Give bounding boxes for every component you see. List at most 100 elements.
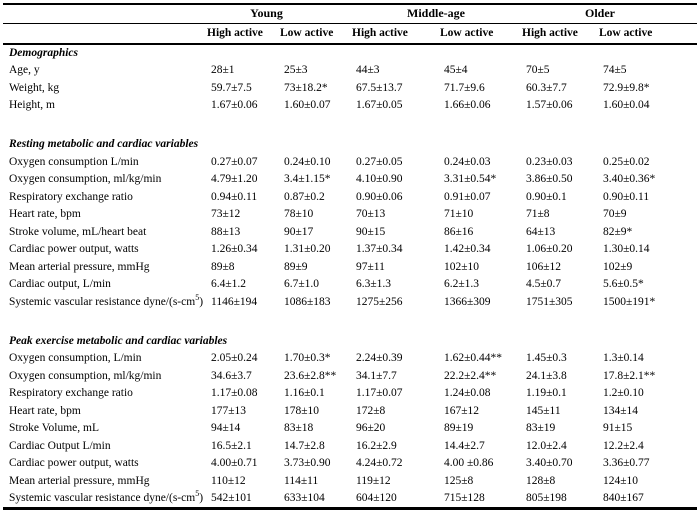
value-cell: 1.70±0.3* — [284, 352, 331, 365]
table-row: Heart rate, bpm 73±12 78±10 70±13 71±10 71±8 7… — [3, 206, 697, 224]
table-row: Heart rate, bpm 177±13 178±10 172±8 167±12 14… — [3, 403, 697, 421]
value-cell: 6.2±1.3 — [444, 278, 480, 291]
table-row: Respiratory exchange ratio 1.17±0.08 1.16±… — [3, 385, 697, 403]
table-body: Demographics Age, y 28±1 25±3 44±3 45±4 70±5 74… — [3, 44, 697, 509]
table-row: Age, y 28±1 25±3 44±3 45±4 70±5 74±5 — [3, 62, 697, 80]
value-cell: 1500±191* — [603, 295, 656, 308]
value-cell: 145±11 — [526, 404, 561, 417]
subheader-middle-age-high-active: High active — [352, 27, 408, 40]
value-cell: 125±8 — [444, 474, 474, 487]
empty-corner-cell — [3, 4, 206, 23]
table-row: Systemic vascular resistance dyne/(s-cm5… — [3, 490, 697, 509]
value-cell: 0.91±0.07 — [444, 190, 491, 203]
value-cell: 1.16±0.1 — [284, 387, 325, 400]
row-label: Oxygen consumption, ml/kg/min — [9, 173, 162, 186]
row-label: Systemic vascular resistance dyne/(s-cm5… — [9, 490, 204, 504]
row-label: Mean arterial pressure, mmHg — [9, 260, 150, 273]
row-label: Stroke Volume, mL — [9, 422, 99, 435]
value-cell: 2.05±0.24 — [211, 352, 258, 365]
value-cell: 73±18.2* — [284, 81, 328, 94]
value-cell: 72.9±9.8* — [603, 81, 650, 94]
value-cell: 91±15 — [603, 422, 633, 435]
section-title: Peak exercise metabolic and cardiac vari… — [9, 334, 228, 347]
value-cell: 114±11 — [284, 474, 319, 487]
value-cell: 0.87±0.2 — [284, 190, 325, 203]
value-cell: 1.67±0.06 — [211, 99, 258, 112]
value-cell: 1.24±0.08 — [444, 387, 491, 400]
value-cell: 78±10 — [284, 208, 314, 221]
value-cell: 4.00±0.71 — [211, 457, 258, 470]
value-cell: 16.5±2.1 — [211, 439, 252, 452]
value-cell: 83±19 — [526, 422, 556, 435]
table-row: Mean arterial pressure, mmHg 110±12 114±11… — [3, 473, 697, 491]
row-label: Height, m — [9, 99, 55, 112]
table-row: Oxygen consumption, ml/kg/min 34.6±3.7 23.… — [3, 368, 697, 386]
value-cell: 88±13 — [211, 225, 241, 238]
value-cell: 45±4 — [444, 64, 468, 77]
value-cell: 0.90±0.1 — [526, 190, 567, 203]
value-cell: 64±13 — [526, 225, 556, 238]
row-label: Cardiac power output, watts — [9, 457, 139, 470]
value-cell: 22.2±2.4** — [444, 369, 497, 382]
value-cell: 172±8 — [356, 404, 386, 417]
value-cell: 1.17±0.07 — [356, 387, 403, 400]
value-cell: 178±10 — [284, 404, 320, 417]
value-cell: 70±9 — [603, 208, 627, 221]
value-cell: 0.90±0.06 — [356, 190, 403, 203]
row-label: Oxygen consumption L/min — [9, 155, 139, 168]
value-cell: 44±3 — [356, 64, 380, 77]
value-cell: 124±10 — [603, 474, 639, 487]
value-cell: 96±20 — [356, 422, 386, 435]
table-row: Respiratory exchange ratio 0.94±0.11 0.87±… — [3, 189, 697, 207]
value-cell: 167±12 — [444, 404, 480, 417]
value-cell: 1.3±0.14 — [603, 352, 644, 365]
table-row: Cardiac power output, watts 1.26±0.34 1.31… — [3, 241, 697, 259]
value-cell: 1.30±0.14 — [603, 243, 650, 256]
table-row: Weight, kg 59.7±7.5 73±18.2* 67.5±13.7 71.7±… — [3, 80, 697, 98]
subheader-row: High active Low active High active Low a… — [3, 23, 697, 44]
value-cell: 3.31±0.54* — [444, 173, 497, 186]
value-cell: 134±14 — [603, 404, 639, 417]
value-cell: 1366±309 — [444, 295, 491, 308]
value-cell: 0.94±0.11 — [211, 190, 258, 203]
section-spacer — [3, 115, 697, 136]
value-cell: 34.1±7.7 — [356, 369, 397, 382]
row-label: Age, y — [9, 64, 40, 77]
value-cell: 1.06±0.20 — [526, 243, 573, 256]
section-header-row: Resting metabolic and cardiac variables — [3, 136, 697, 154]
table-row: Cardiac power output, watts 4.00±0.71 3.73… — [3, 455, 697, 473]
value-cell: 1.17±0.08 — [211, 387, 258, 400]
value-cell: 0.24±0.03 — [444, 155, 491, 168]
value-cell: 70±5 — [526, 64, 550, 77]
value-cell: 1146±194 — [211, 295, 258, 308]
value-cell: 59.7±7.5 — [211, 81, 252, 94]
subheader-young-high-active: High active — [207, 27, 263, 40]
value-cell: 119±12 — [356, 474, 391, 487]
column-group-middle-age: Middle-age — [407, 6, 465, 21]
value-cell: 2.24±0.39 — [356, 352, 403, 365]
value-cell: 71.7±9.6 — [444, 81, 485, 94]
value-cell: 633±104 — [284, 492, 325, 504]
empty-corner-cell — [3, 23, 206, 44]
value-cell: 542±101 — [211, 492, 252, 504]
value-cell: 5.6±0.5* — [603, 278, 644, 291]
value-cell: 3.36±0.77 — [603, 457, 650, 470]
value-cell: 4.10±0.90 — [356, 173, 403, 186]
table-row: Height, m 1.67±0.06 1.60±0.07 1.67±0.05 1.66… — [3, 97, 697, 115]
value-cell: 97±11 — [356, 260, 385, 273]
row-label: Oxygen consumption, L/min — [9, 352, 142, 365]
value-cell: 0.24±0.10 — [284, 155, 331, 168]
row-label: Cardiac power output, watts — [9, 243, 139, 256]
section-spacer — [3, 311, 697, 332]
subheader-middle-age-low-active: Low active — [440, 27, 494, 40]
value-cell: 3.86±0.50 — [526, 173, 573, 186]
value-cell: 67.5±13.7 — [356, 81, 403, 94]
value-cell: 1275±256 — [356, 295, 403, 308]
value-cell: 1.37±0.34 — [356, 243, 403, 256]
row-label: Heart rate, bpm — [9, 208, 81, 221]
value-cell: 90±15 — [356, 225, 386, 238]
value-cell: 0.23±0.03 — [526, 155, 573, 168]
value-cell: 4.24±0.72 — [356, 457, 403, 470]
row-label: Cardiac output, L/min — [9, 278, 111, 291]
